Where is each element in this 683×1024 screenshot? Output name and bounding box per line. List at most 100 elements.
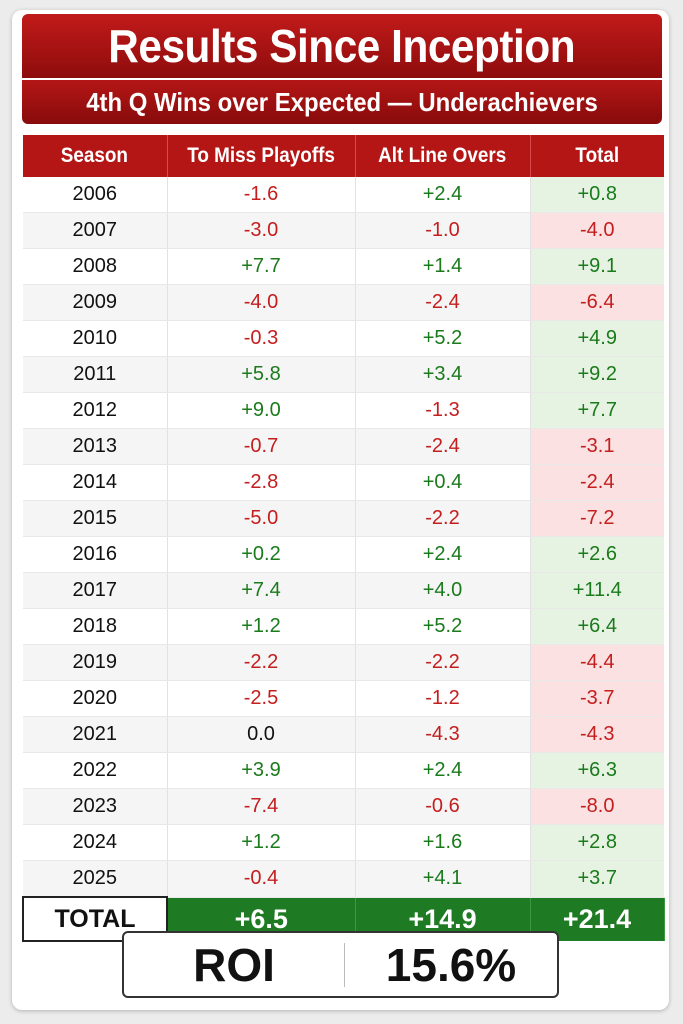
alt-line-overs-cell: -0.6 [355,788,531,825]
miss-playoffs-cell: -7.4 [167,788,356,825]
total-cell: +2.6 [530,536,664,573]
table-row: 2023 -7.4 -0.6 -8.0 [23,788,664,825]
miss-playoffs-cell: +3.9 [167,752,356,789]
alt-line-overs-cell: +1.6 [355,824,531,861]
alt-line-overs-cell: +4.1 [355,860,531,898]
table-row: 2014 -2.8 +0.4 -2.4 [23,464,664,501]
title-banner: Results Since Inception [22,14,662,78]
total-cell: -4.4 [530,644,664,681]
total-cell: +6.4 [530,608,664,645]
miss-playoffs-cell: -4.0 [167,284,356,321]
season-cell: 2012 [23,392,168,429]
roi-box: ROI 15.6% [122,931,559,998]
miss-playoffs-cell: -2.8 [167,464,356,501]
alt-line-overs-cell: +2.4 [355,536,531,573]
table-row: 2012 +9.0 -1.3 +7.7 [23,392,664,429]
season-cell: 2022 [23,752,168,789]
miss-playoffs-cell: +1.2 [167,608,356,645]
alt-line-overs-cell: +1.4 [355,248,531,285]
roi-divider [344,942,345,987]
season-cell: 2008 [23,248,168,285]
season-cell: 2016 [23,536,168,573]
table-row: 2015 -5.0 -2.2 -7.2 [23,500,664,537]
table-row: 2009 -4.0 -2.4 -6.4 [23,284,664,321]
alt-line-overs-cell: +4.0 [355,572,531,609]
table-row: 2016 +0.2 +2.4 +2.6 [23,536,664,573]
miss-playoffs-cell: -5.0 [167,500,356,537]
table-row: 2021 0.0 -4.3 -4.3 [23,716,664,753]
season-cell: 2018 [23,608,168,645]
alt-line-overs-cell: -2.4 [355,284,531,321]
column-header-total: Total [530,135,664,177]
total-cell: -2.4 [530,464,664,501]
miss-playoffs-cell: +0.2 [167,536,356,573]
alt-line-overs-cell: +2.4 [355,752,531,789]
miss-playoffs-cell: -0.3 [167,320,356,357]
column-header-alt-line-overs: Alt Line Overs [355,135,531,177]
total-cell: +0.8 [530,177,664,213]
table-row: 2013 -0.7 -2.4 -3.1 [23,428,664,465]
column-header-miss-playoffs: To Miss Playoffs [167,135,356,177]
total-cell: +3.7 [530,860,664,898]
miss-playoffs-cell: +7.4 [167,572,356,609]
miss-playoffs-cell: -1.6 [167,177,356,213]
total-cell: +2.8 [530,824,664,861]
season-cell: 2021 [23,716,168,753]
table-row: 2008 +7.7 +1.4 +9.1 [23,248,664,285]
total-cell: -3.7 [530,680,664,717]
miss-playoffs-cell: -0.4 [167,860,356,898]
table-row: 2025 -0.4 +4.1 +3.7 [23,860,664,898]
table-row: 2024 +1.2 +1.6 +2.8 [23,824,664,861]
miss-playoffs-cell: -3.0 [167,212,356,249]
total-cell: +4.9 [530,320,664,357]
season-cell: 2017 [23,572,168,609]
season-cell: 2011 [23,356,168,393]
alt-line-overs-cell: -2.2 [355,644,531,681]
season-cell: 2024 [23,824,168,861]
alt-line-overs-cell: -1.3 [355,392,531,429]
season-cell: 2006 [23,177,168,213]
roi-value: 15.6% [385,938,517,991]
alt-line-overs-cell: -4.3 [355,716,531,753]
alt-line-overs-cell: +3.4 [355,356,531,393]
total-cell: +11.4 [530,572,664,609]
miss-playoffs-cell: +1.2 [167,824,356,861]
season-cell: 2023 [23,788,168,825]
table-row: 2007 -3.0 -1.0 -4.0 [23,212,664,249]
table-row: 2010 -0.3 +5.2 +4.9 [23,320,664,357]
column-header-season: Season [23,135,168,177]
season-cell: 2010 [23,320,168,357]
total-cell: +9.1 [530,248,664,285]
alt-line-overs-cell: -1.0 [355,212,531,249]
subtitle-banner: 4th Q Wins over Expected — Underachiever… [22,80,662,124]
alt-line-overs-cell: +5.2 [355,608,531,645]
table-row: 2017 +7.4 +4.0 +11.4 [23,572,664,609]
alt-line-overs-cell: -2.2 [355,500,531,537]
table-row: 2006 -1.6 +2.4 +0.8 [23,177,664,213]
table-row: 2019 -2.2 -2.2 -4.4 [23,644,664,681]
total-cell: +6.3 [530,752,664,789]
season-cell: 2019 [23,644,168,681]
total-cell: -4.0 [530,212,664,249]
miss-playoffs-cell: -2.2 [167,644,356,681]
miss-playoffs-cell: -2.5 [167,680,356,717]
table-header-row: Season To Miss Playoffs Alt Line Overs T… [23,135,664,177]
total-cell: +9.2 [530,356,664,393]
season-cell: 2014 [23,464,168,501]
total-cell: -6.4 [530,284,664,321]
alt-line-overs-cell: +5.2 [355,320,531,357]
total-cell: -3.1 [530,428,664,465]
season-cell: 2009 [23,284,168,321]
page-title: Results Since Inception [108,20,576,72]
table-row: 2018 +1.2 +5.2 +6.4 [23,608,664,645]
alt-line-overs-cell: -1.2 [355,680,531,717]
season-cell: 2020 [23,680,168,717]
roi-label: ROI [193,938,275,991]
total-cell: -7.2 [530,500,664,537]
table-row: 2022 +3.9 +2.4 +6.3 [23,752,664,789]
total-cell: -4.3 [530,716,664,753]
total-cell: +7.7 [530,392,664,429]
season-cell: 2013 [23,428,168,465]
miss-playoffs-cell: 0.0 [167,716,356,753]
season-cell: 2025 [23,860,168,898]
